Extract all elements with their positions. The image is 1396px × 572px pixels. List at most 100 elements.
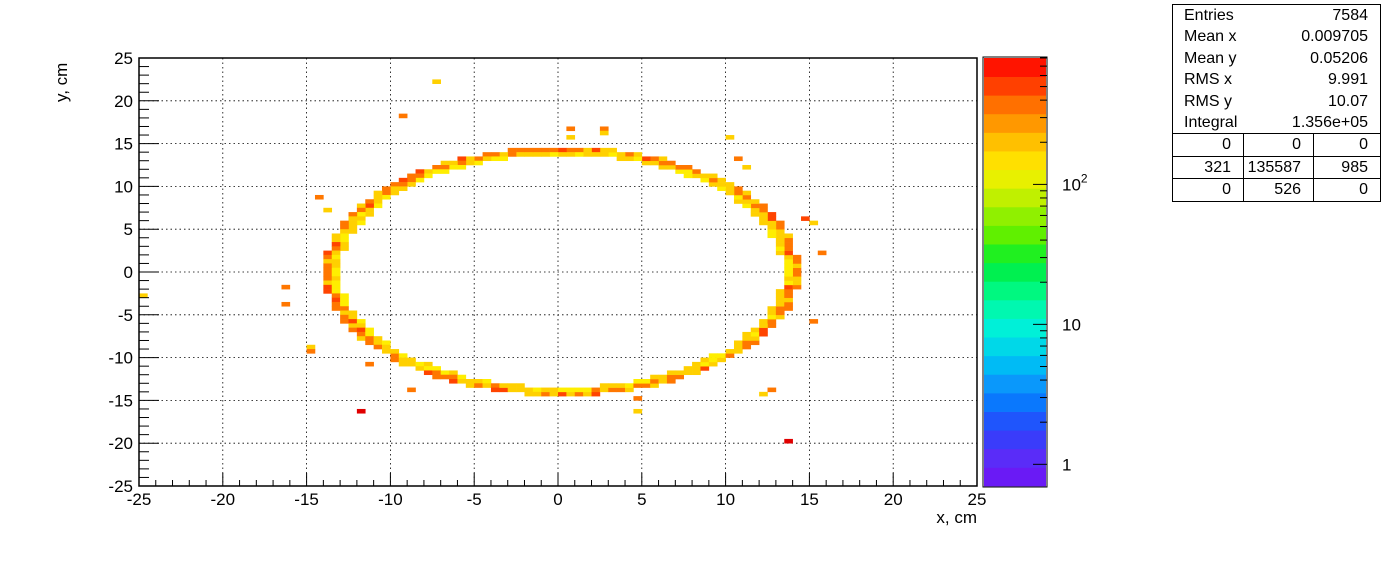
histogram-bin xyxy=(750,331,760,337)
stats-row: RMS y 10.07 xyxy=(1173,91,1380,112)
histogram-bin xyxy=(490,152,500,157)
histogram-bin xyxy=(390,186,400,191)
histogram-bin xyxy=(733,194,743,200)
histogram-bin xyxy=(784,259,793,264)
histogram-bin xyxy=(482,383,492,388)
histogram-bin xyxy=(792,284,802,290)
histogram-bin xyxy=(340,242,349,247)
histogram-bin xyxy=(784,301,793,307)
histogram-bin xyxy=(775,314,785,320)
histogram-bin xyxy=(390,190,400,196)
histogram-bin xyxy=(759,212,768,217)
histogram-bin xyxy=(784,289,793,294)
histogram-bin xyxy=(323,272,333,277)
histogram-bin xyxy=(641,160,651,166)
histogram-bin xyxy=(382,190,391,196)
histogram-bin xyxy=(574,147,584,153)
y-tick-label: -25 xyxy=(108,477,133,496)
histogram-bin xyxy=(365,212,374,217)
histogram-bin xyxy=(440,160,450,166)
histogram-bin xyxy=(599,383,609,388)
histogram-bin xyxy=(457,379,467,384)
histogram-bin xyxy=(775,301,785,307)
histogram-bin xyxy=(708,182,718,187)
histogram-bin xyxy=(558,147,567,153)
histogram-outlier-bin xyxy=(281,301,291,307)
histogram-bin xyxy=(390,353,400,358)
histogram-bin xyxy=(499,156,509,162)
histogram-bin xyxy=(759,323,768,328)
histogram-bin xyxy=(759,203,768,209)
stats-value: 7584 xyxy=(1332,7,1368,24)
histogram-bin xyxy=(558,391,567,397)
histogram-bin xyxy=(532,147,542,153)
histogram-bin xyxy=(331,259,341,264)
histogram-bin xyxy=(482,152,492,157)
histogram-bin xyxy=(700,173,710,179)
histogram-bin xyxy=(373,344,383,350)
histogram-bin xyxy=(524,387,534,393)
histogram-bin xyxy=(625,156,634,162)
histogram-bin xyxy=(415,177,425,183)
histogram-bin xyxy=(340,297,349,303)
palette-band xyxy=(984,318,1046,338)
stats-label: Entries xyxy=(1184,7,1234,24)
histogram-bin xyxy=(759,216,768,221)
histogram-bin xyxy=(532,152,542,157)
histogram-bin xyxy=(356,216,366,221)
histogram-bin xyxy=(490,383,500,388)
histogram-bin xyxy=(348,229,358,234)
histogram-bin xyxy=(692,361,701,367)
histogram-bin xyxy=(733,349,743,354)
histogram-bin xyxy=(784,250,793,256)
histogram-bin xyxy=(683,173,693,179)
palette-band xyxy=(984,58,1046,78)
histogram-bin xyxy=(474,379,483,384)
histogram-bin xyxy=(784,284,793,290)
histogram-bin xyxy=(608,383,617,388)
histogram-bin xyxy=(633,383,643,388)
histogram-bin xyxy=(457,160,467,166)
histogram-bin xyxy=(440,374,450,380)
stats-grid-cell: 0 xyxy=(1313,179,1380,201)
histogram-bin xyxy=(767,310,777,316)
histogram-bin xyxy=(558,387,567,393)
histogram-bin xyxy=(792,259,802,264)
histogram-bin xyxy=(449,374,458,380)
stats-label: Mean x xyxy=(1184,28,1237,46)
histogram-bin xyxy=(775,224,785,230)
palette-ticks xyxy=(1033,57,1047,465)
palette-band xyxy=(984,392,1046,412)
histogram-bin xyxy=(784,297,793,303)
histogram-bin xyxy=(574,387,584,393)
palette-band xyxy=(984,337,1046,357)
histogram-bin xyxy=(625,152,634,157)
histogram-bin xyxy=(415,173,425,179)
palette-band xyxy=(984,355,1046,375)
stats-grid-cell: 0 xyxy=(1222,181,1231,199)
histogram-bin xyxy=(767,212,777,217)
y-tick-label: 25 xyxy=(114,49,133,68)
histogram-bin xyxy=(675,165,684,170)
histogram-bin xyxy=(784,280,793,286)
stats-grid-cell: 985 xyxy=(1313,156,1380,179)
histogram-bin xyxy=(432,169,441,174)
histogram-bin xyxy=(407,361,416,367)
histogram-bin xyxy=(750,336,760,341)
histogram-bin xyxy=(331,293,341,298)
histogram-bin xyxy=(331,301,341,307)
histogram-bin xyxy=(792,263,802,269)
histogram-bin xyxy=(784,272,793,277)
histogram-bin xyxy=(792,254,802,260)
palette-label: 102 xyxy=(1062,171,1088,194)
histogram-outlier-bin xyxy=(306,344,316,350)
histogram-bin xyxy=(608,152,617,157)
histogram-bin xyxy=(474,160,483,166)
histogram-bin xyxy=(733,340,743,346)
histogram-bin xyxy=(423,370,433,376)
histogram-bin xyxy=(415,169,425,174)
histogram-bin xyxy=(625,387,634,393)
histogram-bin xyxy=(449,160,458,166)
histogram-bin xyxy=(759,327,768,333)
